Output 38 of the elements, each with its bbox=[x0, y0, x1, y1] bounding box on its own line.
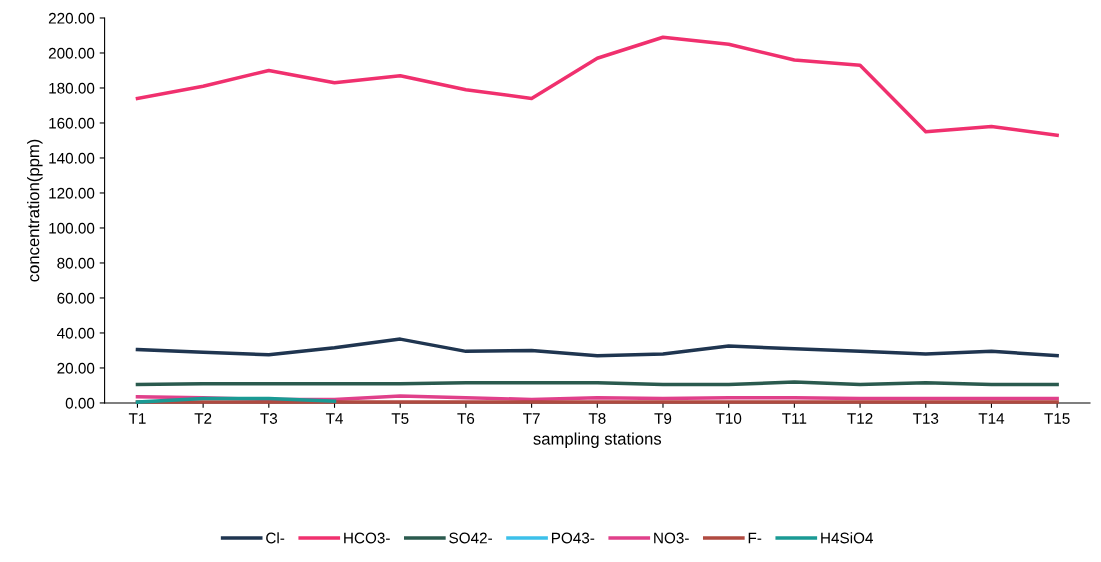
y-tick-label: 60.00 bbox=[57, 292, 95, 304]
legend-label: PO43- bbox=[551, 532, 595, 544]
x-tick-label: T2 bbox=[194, 413, 212, 424]
legend-label: NO3- bbox=[654, 532, 689, 544]
legend-label: Cl- bbox=[266, 532, 285, 544]
x-tick-label: T5 bbox=[391, 413, 409, 424]
y-tick-label: 140.00 bbox=[49, 152, 95, 164]
y-tick-label: 120.00 bbox=[49, 187, 95, 199]
y-tick-label: 100.00 bbox=[49, 222, 95, 234]
y-tick-label: 80.00 bbox=[57, 257, 95, 269]
x-axis-title: sampling stations bbox=[533, 432, 662, 449]
x-tick-label: T4 bbox=[325, 413, 343, 424]
x-tick-label: T11 bbox=[782, 413, 807, 424]
legend-label: SO42- bbox=[449, 532, 492, 544]
x-tick-label: T10 bbox=[715, 413, 742, 424]
y-tick-label: 160.00 bbox=[49, 117, 95, 129]
x-tick-label: T7 bbox=[523, 413, 540, 424]
y-tick-label: 220.00 bbox=[48, 12, 95, 24]
x-tick-label: T3 bbox=[260, 413, 278, 424]
legend-label: H4SiO4 bbox=[821, 532, 874, 544]
line-series bbox=[135, 35, 1059, 137]
y-tick-label: 40.00 bbox=[57, 327, 95, 339]
x-tick-label: T13 bbox=[912, 413, 939, 424]
x-tick-label: T12 bbox=[847, 413, 873, 424]
y-tick-label: 180.00 bbox=[49, 82, 95, 94]
x-tick-label: T1 bbox=[128, 413, 146, 424]
x-tick-label: T14 bbox=[978, 413, 1005, 424]
y-tick-label: 20.00 bbox=[57, 362, 95, 374]
line-series bbox=[135, 337, 1059, 358]
legend-label: HCO3- bbox=[344, 532, 390, 544]
x-tick-label: T8 bbox=[588, 413, 606, 424]
legend-label: F- bbox=[748, 532, 762, 544]
x-tick-label: T9 bbox=[654, 413, 672, 424]
y-axis-title: concentration(ppm) bbox=[27, 139, 43, 282]
x-tick-label: T6 bbox=[457, 413, 475, 424]
y-tick-label: 0.00 bbox=[65, 397, 95, 409]
y-tick-label: 200.00 bbox=[48, 47, 95, 59]
x-tick-label: T15 bbox=[1044, 413, 1070, 424]
